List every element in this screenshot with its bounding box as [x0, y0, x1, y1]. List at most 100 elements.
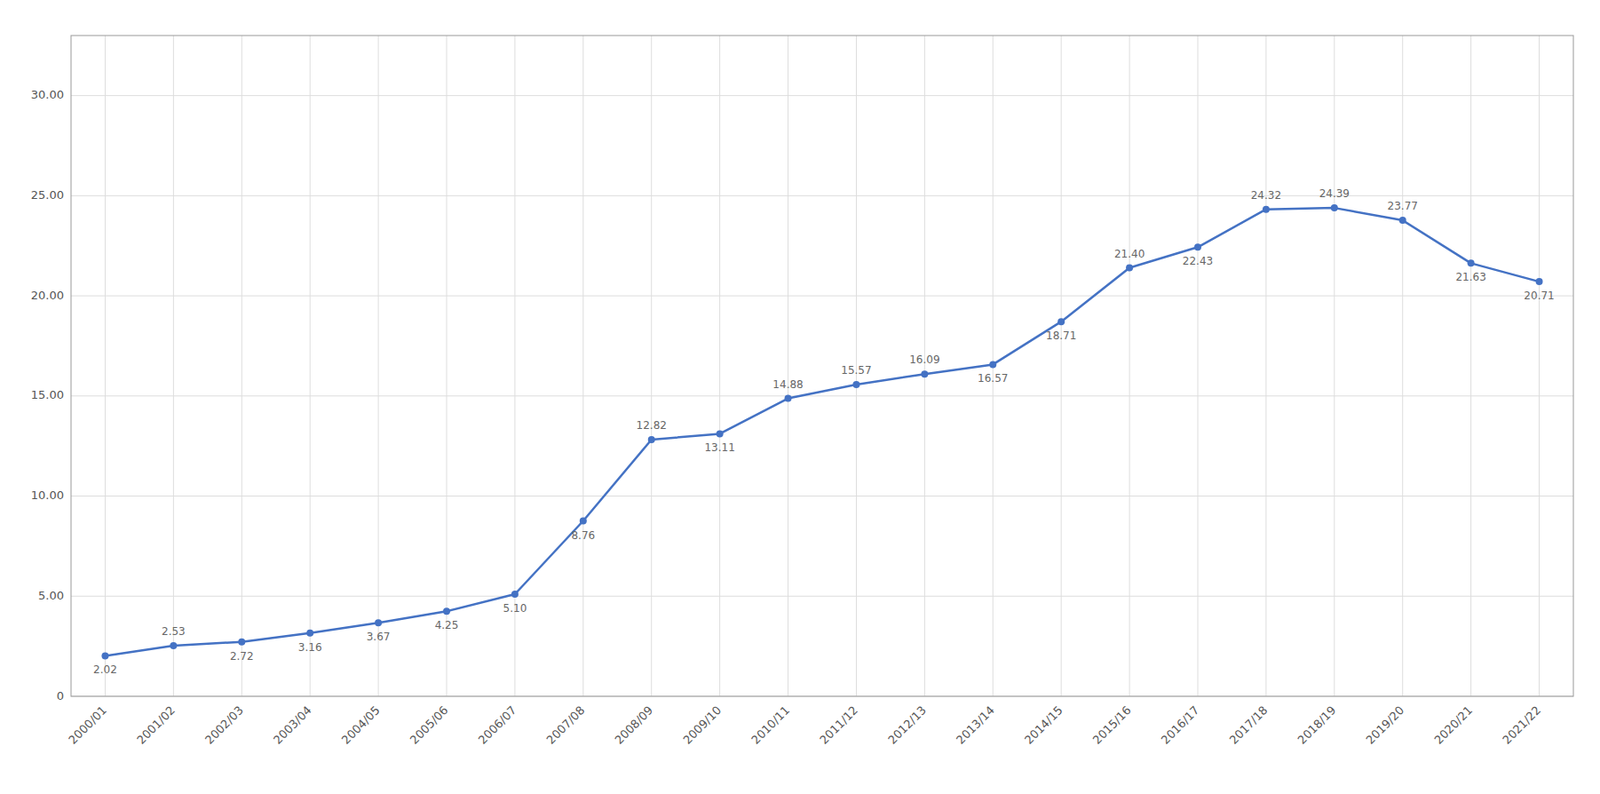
x-grid-line	[1470, 35, 1472, 697]
x-tick-label: 2013/14	[953, 703, 998, 747]
y-tick-label: 15.00	[31, 388, 64, 402]
x-tick-label: 2016/17	[1158, 703, 1203, 747]
data-label: 22.43	[1182, 254, 1213, 268]
y-tick-label: 10.00	[31, 488, 64, 502]
x-grid-line	[582, 35, 584, 697]
plot-frame	[71, 35, 1574, 697]
marker	[1262, 205, 1270, 214]
data-label: 12.82	[636, 419, 667, 432]
marker	[443, 607, 451, 615]
x-tick-label: 2008/09	[612, 703, 657, 747]
x-grid-line	[1061, 35, 1062, 697]
chart: 05.0010.0015.0020.0025.0030.002000/01200…	[0, 0, 1600, 794]
y-grid-line	[71, 395, 1574, 397]
x-tick-label: 2012/13	[885, 703, 929, 747]
data-label: 14.88	[772, 378, 803, 391]
x-tick-label: 2019/20	[1363, 703, 1408, 747]
marker	[237, 638, 246, 646]
x-grid-line	[1129, 35, 1131, 697]
data-label: 21.40	[1114, 247, 1145, 261]
marker	[1194, 243, 1202, 251]
x-grid-line	[1538, 35, 1540, 697]
data-label: 5.10	[503, 601, 528, 615]
y-tick-label: 5.00	[38, 588, 64, 602]
x-tick-label: 2003/04	[270, 703, 315, 747]
x-tick-label: 2004/05	[339, 703, 383, 747]
x-grid-line	[1265, 35, 1267, 697]
y-grid-line	[71, 295, 1574, 297]
marker	[1057, 317, 1065, 325]
x-grid-line	[446, 35, 448, 697]
data-label: 24.39	[1319, 187, 1350, 200]
data-label: 21.63	[1455, 270, 1486, 284]
plot-area	[101, 204, 1543, 659]
series-line	[104, 207, 1539, 656]
data-label: 16.57	[977, 372, 1008, 385]
marker	[852, 380, 860, 389]
x-tick-label: 2018/19	[1295, 703, 1339, 747]
data-label: 16.09	[909, 353, 940, 366]
marker	[1125, 264, 1133, 272]
x-tick-label: 2006/07	[475, 703, 520, 747]
data-label: 18.71	[1045, 329, 1077, 342]
x-tick-label: 2000/01	[65, 703, 110, 747]
marker	[1399, 216, 1407, 224]
data-label: 4.25	[435, 618, 460, 632]
marker	[1536, 277, 1544, 286]
x-tick-label: 2001/02	[134, 703, 178, 747]
axes: 05.0010.0015.0020.0025.0030.002000/01200…	[31, 35, 1574, 747]
marker	[169, 641, 177, 650]
y-tick-label: 30.00	[31, 87, 64, 102]
marker	[1467, 259, 1475, 267]
x-tick-label: 2015/16	[1090, 703, 1134, 747]
data-label: 23.77	[1387, 199, 1418, 213]
marker	[920, 370, 928, 378]
y-grid-line	[71, 495, 1574, 497]
y-grid-line	[71, 95, 1574, 96]
marker	[511, 590, 519, 598]
data-label: 15.57	[840, 364, 872, 377]
grid	[71, 35, 1574, 697]
x-grid-line	[650, 35, 652, 697]
x-grid-line	[104, 35, 106, 697]
data-label: 20.71	[1523, 289, 1554, 302]
page: {"chart_data": {"type": "line", "categor…	[0, 0, 1600, 794]
x-grid-line	[1197, 35, 1199, 697]
data-label: 24.32	[1251, 189, 1282, 202]
x-tick-label: 2020/21	[1431, 703, 1475, 747]
y-grid-line	[71, 595, 1574, 597]
data-label: 2.53	[161, 625, 186, 638]
y-tick-label: 25.00	[31, 188, 64, 202]
x-tick-label: 2014/15	[1021, 703, 1066, 747]
x-tick-label: 2007/08	[544, 703, 588, 747]
x-tick-label: 2009/10	[680, 703, 724, 747]
x-tick-label: 2002/03	[202, 703, 246, 747]
x-grid-line	[241, 35, 243, 697]
data-label: 2.72	[229, 649, 254, 663]
x-tick-label: 2021/22	[1499, 703, 1544, 747]
x-grid-line	[719, 35, 721, 697]
x-grid-line	[378, 35, 380, 697]
marker	[306, 629, 314, 637]
data-label: 3.67	[366, 630, 391, 643]
x-grid-line	[173, 35, 175, 697]
marker	[989, 360, 997, 368]
y-tick-label: 0	[56, 689, 64, 703]
x-tick-label: 2010/11	[748, 703, 793, 747]
marker	[101, 651, 109, 659]
data-label: 3.16	[298, 641, 323, 654]
data-label: 8.76	[570, 529, 595, 542]
marker	[1330, 204, 1339, 212]
x-grid-line	[309, 35, 311, 697]
x-grid-line	[1333, 35, 1335, 697]
marker	[374, 618, 382, 626]
x-grid-line	[787, 35, 789, 697]
data-label: 13.11	[704, 441, 735, 454]
data-labels: 2.022.532.723.163.674.255.108.7612.8213.…	[93, 187, 1555, 676]
x-grid-line	[1401, 35, 1403, 697]
x-tick-label: 2005/06	[407, 703, 452, 747]
marker	[648, 435, 656, 444]
marker	[716, 429, 724, 437]
marker	[579, 517, 587, 525]
x-tick-label: 2011/12	[816, 703, 861, 747]
